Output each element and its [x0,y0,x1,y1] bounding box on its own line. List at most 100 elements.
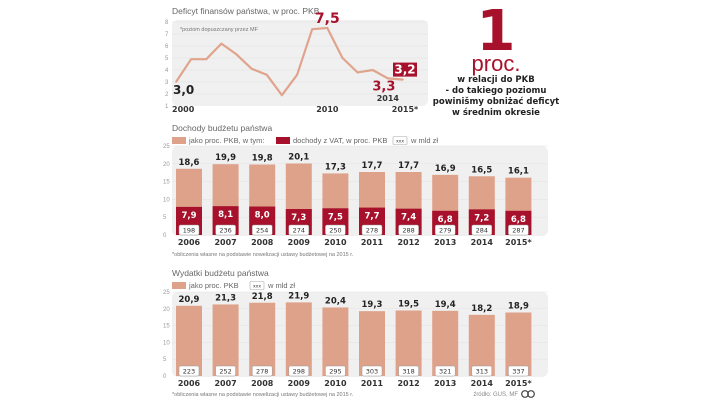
bar-vat-label: 6,8 [511,215,526,225]
bln-value-box [251,365,273,377]
y-tick-label: 4 [165,68,169,74]
y-tick-label: 10 [163,197,170,203]
bln-value-label: 298 [293,368,305,376]
bln-value-label: 321 [439,368,451,376]
data-point [311,28,314,31]
bln-value-label: 250 [329,227,341,235]
highlight-line-1: w relacji do PKB [457,75,534,85]
legend-box-text: xxx [396,140,404,145]
bar-value-label: 17,7 [398,161,419,171]
y-tick-label: 10 [163,340,170,346]
x-tick-label: 2012 [397,379,419,388]
bln-value-box [288,224,310,236]
y-tick-label: 25 [163,144,170,150]
bln-value-box [361,365,383,377]
legend-swatch-gdp [172,137,186,144]
x-tick-label: 2000 [172,105,195,114]
bln-value-box [215,224,236,236]
bln-value-box [434,224,456,236]
bar-value-label: 20,9 [179,295,200,305]
x-tick-label: 2007 [214,238,236,247]
bln-value-box [471,224,493,236]
y-tick-label: 5 [163,357,167,363]
legend-box-text: xxx [253,285,261,290]
revenue-footnote: *obliczenia własne na podstawie noweliza… [172,252,354,258]
deficit-value-labels: 3,0 7,5 3,3 3,2 [173,11,417,97]
bln-value-label: 198 [183,227,195,235]
y-tick-label: 2 [165,92,169,98]
x-tick-label: 2008 [251,379,274,388]
x-tick-label: 2014 [377,94,400,103]
bln-value-box [508,224,529,236]
bln-value-label: 278 [256,368,268,376]
deficit-chart-title: Deficyt finansów państwa, w proc. PKB [172,6,320,16]
bln-value-box [325,365,346,377]
highlight-line-3: powinišmy obniżać deficyt [433,96,559,107]
data-point [220,42,223,45]
data-point [250,68,253,70]
bar-vat-label: 7,3 [291,213,306,223]
y-tick-label: 5 [165,56,169,62]
legend-label-bln: w mld zł [267,281,295,290]
bln-value-box [178,224,200,236]
bln-value-label: 303 [366,368,378,376]
x-tick-label: 2010 [316,105,339,114]
bar-gdp-share [359,311,385,376]
x-tick-label: 2006 [178,238,201,247]
data-point [235,53,238,56]
expenditure-legend: jako proc. PKB xxx w mld zł [172,281,295,290]
bar-value-label: 20,4 [325,296,346,306]
bar-gdp-share [176,305,202,376]
revenue-bars: 18,6 7,9 198 2006 19,9 8,1 236 2007 19,8 8,0 254 20… [176,152,532,247]
y-tick-label: 15 [163,180,170,186]
bar-value-label: 17,3 [325,162,346,172]
data-point [402,78,404,81]
bln-value-label: 295 [329,368,341,376]
data-point [371,69,374,71]
highlight-line-4: w średnim okresie [452,107,540,118]
bar-value-label: 21,8 [252,292,273,302]
x-tick-label: 2012 [397,238,419,247]
bar-vat-label: 7,5 [328,212,343,222]
bln-value-box [178,365,200,377]
expenditure-bar-chart: Wydatki budżetu państwa jako proc. PKB x… [163,268,548,398]
bln-value-box [471,365,493,377]
bln-value-label: 254 [256,227,268,235]
bar-vat-label: 7,2 [474,213,489,223]
y-tick-label: 20 [163,162,170,168]
bar-gdp-share [322,307,349,376]
value-label: 7,5 [315,11,340,27]
legend-swatch-vat [276,137,290,144]
bar-vat-label: 7,7 [364,212,379,222]
x-tick-label: 2006 [178,379,201,388]
bln-value-box [325,224,346,236]
bar-gdp-share [432,310,459,376]
x-tick-label: 2011 [361,379,384,388]
bln-value-label: 284 [476,227,488,235]
bar-gdp-share [285,302,312,376]
bln-value-label: 318 [402,368,414,376]
y-tick-label: 1 [165,104,169,110]
bar-value-label: 18,6 [179,158,200,168]
deficit-points [175,27,404,96]
legend-label-gdp: jako proc. PKB, w tym: [188,136,264,145]
deficit-series-line [175,26,404,97]
y-tick-label: 0 [163,233,167,239]
bar-vat-label: 7,9 [181,211,196,221]
bar-gdp-share [249,302,276,376]
bln-value-label: 274 [293,227,305,235]
bln-value-box [251,224,273,236]
deficit-annotation: *poziom dopuszczany przez MF [180,27,259,33]
bar-value-label: 17,7 [362,161,383,171]
value-label: 3,3 [372,79,395,94]
bar-value-label: 21,9 [288,291,309,301]
deficit-y-axis: 1 2 3 4 5 6 7 8 [165,20,169,110]
revenue-bar-chart: Dochody budżetu państwa jako proc. PKB, … [163,123,548,258]
legend-swatch-gdp [172,282,186,289]
y-tick-label: 25 [163,290,170,296]
y-tick-label: 8 [165,20,169,26]
revenue-chart-title: Dochody budżetu państwa [172,123,272,133]
data-point [266,74,268,76]
data-point [326,27,329,29]
